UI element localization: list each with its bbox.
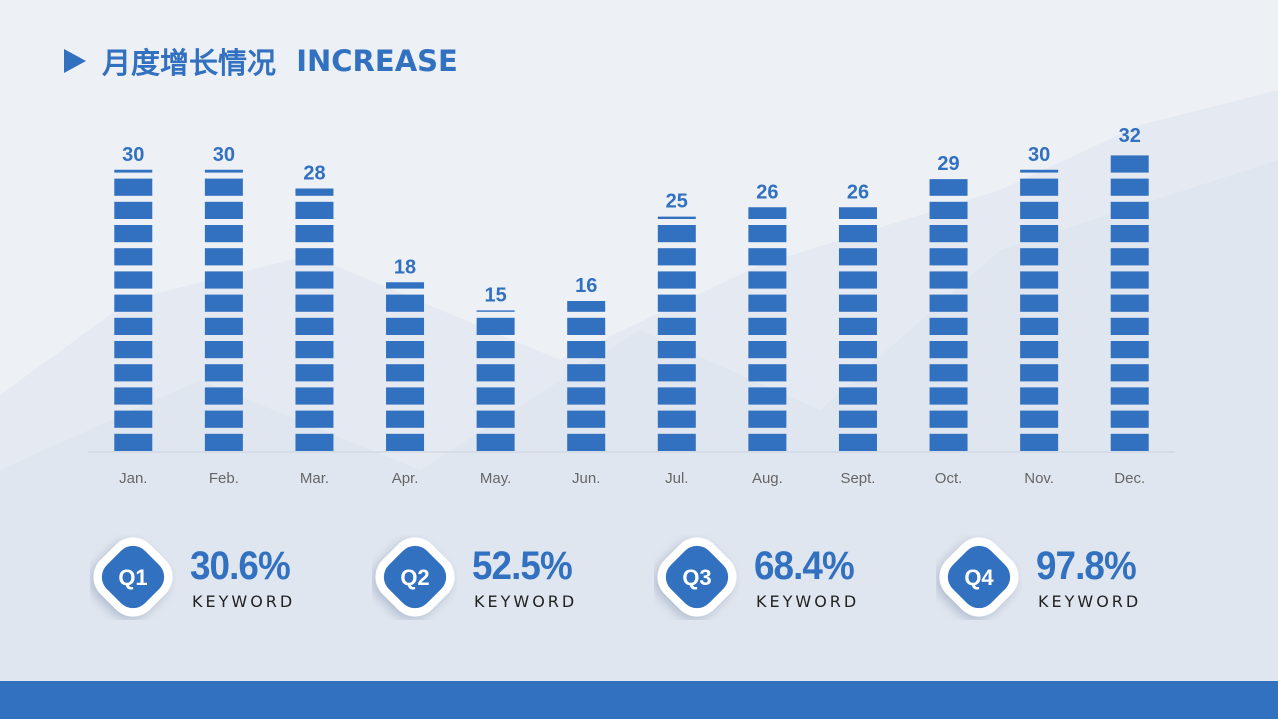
data-label-10: 30 <box>1028 144 1050 166</box>
q2-keyword: KEYWORD <box>474 592 578 611</box>
data-label-9: 29 <box>937 153 959 175</box>
quarter-card-q3: Q3 68.4% KEYWORD <box>654 534 914 620</box>
x-tick-label-0: Jan. <box>119 470 147 487</box>
x-tick-label-3: Apr. <box>392 470 419 487</box>
x-tick-label-7: Aug. <box>752 470 783 487</box>
q3-keyword: KEYWORD <box>756 592 860 611</box>
q1-badge-icon: Q1 <box>93 537 173 617</box>
x-tick-label-8: Sept. <box>840 470 875 487</box>
quarter-card-q4: Q4 97.8% KEYWORD <box>936 534 1196 620</box>
q4-keyword: KEYWORD <box>1038 592 1142 611</box>
bar-4 <box>476 310 515 451</box>
data-label-6: 25 <box>666 191 688 213</box>
title-chinese: 月度增长情况 <box>102 46 277 80</box>
q4-percentage: 97.8% <box>1036 544 1137 588</box>
footer-bar <box>0 681 1278 719</box>
q1-label: Q1 <box>118 565 147 590</box>
x-tick-label-11: Dec. <box>1114 470 1145 487</box>
bar-2 <box>295 188 334 451</box>
q3-badge-icon: Q3 <box>657 537 737 617</box>
x-tick-label-4: May. <box>480 470 511 487</box>
title-english: INCREASE <box>296 44 458 78</box>
data-label-8: 26 <box>847 181 869 203</box>
bar-5 <box>567 301 606 451</box>
page-title: 月度增长情况 INCREASE <box>64 40 458 82</box>
x-tick-label-5: Jun. <box>572 470 600 487</box>
q3-label: Q3 <box>682 565 711 590</box>
bar-10 <box>1020 169 1059 451</box>
data-label-5: 16 <box>575 275 597 297</box>
q2-percentage: 52.5% <box>472 544 573 588</box>
bar-6 <box>657 216 696 451</box>
data-label-4: 15 <box>485 284 507 306</box>
q4-label: Q4 <box>964 565 994 590</box>
q1-keyword: KEYWORD <box>192 592 296 611</box>
data-label-0: 30 <box>122 144 144 166</box>
q1-percentage: 30.6% <box>190 544 291 588</box>
x-tick-label-2: Mar. <box>300 470 329 487</box>
data-label-1: 30 <box>213 144 235 166</box>
data-label-11: 32 <box>1119 125 1141 147</box>
x-tick-label-10: Nov. <box>1024 470 1054 487</box>
q2-badge-icon: Q2 <box>375 537 455 617</box>
q4-badge-icon: Q4 <box>939 537 1019 617</box>
bar-7 <box>748 207 787 451</box>
data-label-2: 28 <box>303 163 325 185</box>
bar-11 <box>1110 155 1149 451</box>
bar-1 <box>204 169 243 451</box>
data-label-7: 26 <box>756 181 778 203</box>
data-label-3: 18 <box>394 256 416 278</box>
x-tick-label-6: Jul. <box>665 470 688 487</box>
play-arrow-icon <box>64 49 86 73</box>
quarter-card-q2: Q2 52.5% KEYWORD <box>372 534 632 620</box>
q3-percentage: 68.4% <box>754 544 855 588</box>
x-tick-label-1: Feb. <box>209 470 239 487</box>
q2-label: Q2 <box>400 565 429 590</box>
bar-9 <box>929 179 968 451</box>
quarter-card-q1: Q1 30.6% KEYWORD <box>90 534 350 620</box>
bar-0 <box>114 169 153 451</box>
bar-3 <box>386 282 425 451</box>
x-tick-label-9: Oct. <box>935 470 963 487</box>
bar-8 <box>838 207 877 451</box>
